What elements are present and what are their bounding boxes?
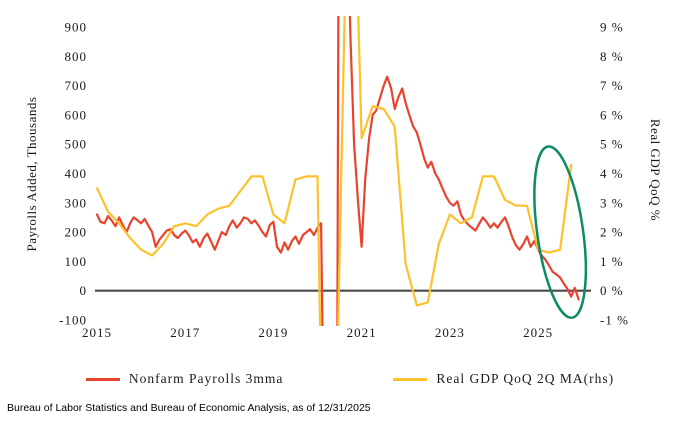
legend-label-gdp: Real GDP QoQ 2Q MA(rhs)	[436, 371, 615, 386]
left-axis-tick-label: 100	[65, 254, 88, 269]
right-axis-tick-label: 5 %	[600, 137, 624, 152]
x-axis-tick-label: 2025	[523, 325, 553, 340]
x-axis-tick-label: 2023	[435, 325, 465, 340]
x-axis-tick-label: 2017	[170, 325, 200, 340]
x-axis-tick-label: 2019	[258, 325, 288, 340]
right-axis-tick-label: 3 %	[600, 195, 624, 210]
right-axis-tick-label: 7 %	[600, 78, 624, 93]
legend: Nonfarm Payrolls 3mma Real GDP QoQ 2Q MA…	[0, 371, 700, 387]
right-axis-tick-label: 9 %	[600, 20, 624, 35]
left-axis-tick-label: 600	[65, 107, 88, 122]
series-line-payrolls	[95, 16, 580, 326]
left-axis-tick-label: 500	[65, 137, 88, 152]
left-axis-tick-label: -100	[59, 313, 87, 328]
legend-item-gdp: Real GDP QoQ 2Q MA(rhs)	[393, 371, 614, 387]
right-axis-tick-label: -1 %	[600, 313, 629, 328]
highlight-ellipse	[533, 145, 588, 320]
right-axis-tick-label: 8 %	[600, 49, 624, 64]
series-line-gdp	[95, 16, 573, 326]
right-axis-tick-label: 1 %	[600, 254, 624, 269]
left-axis-tick-label: 400	[65, 166, 88, 181]
right-axis-tick-label: 6 %	[600, 107, 624, 122]
left-axis-tick-label: 300	[65, 195, 88, 210]
left-axis-tick-label: 0	[80, 283, 88, 298]
legend-item-payrolls: Nonfarm Payrolls 3mma	[85, 371, 284, 387]
left-axis-tick-label: 200	[65, 225, 88, 240]
left-axis-tick-label: 700	[65, 78, 88, 93]
payrolls-line-swatch	[85, 377, 120, 381]
left-axis-tick-label: 900	[65, 20, 88, 35]
plot-area: -100 0 100 200 300 400 500 600 700 800 900 -1 % 0 % 1…	[59, 16, 629, 340]
right-axis-tick-label: 4 %	[600, 166, 624, 181]
source-note: Bureau of Labor Statistics and Bureau of…	[7, 402, 371, 414]
gdp-line-swatch	[393, 377, 428, 381]
x-axis-tick-label: 2015	[82, 325, 112, 340]
legend-label-payrolls: Nonfarm Payrolls 3mma	[128, 371, 284, 386]
right-axis-tick-label: 2 %	[600, 225, 624, 240]
right-axis-tick-label: 0 %	[600, 283, 624, 298]
x-axis-tick-label: 2021	[347, 325, 377, 340]
left-axis-tick-label: 800	[65, 49, 88, 64]
